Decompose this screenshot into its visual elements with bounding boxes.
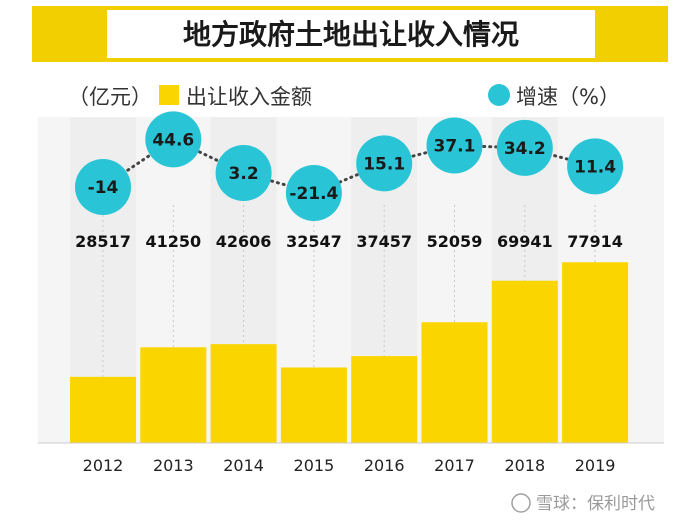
bar-value-label: 37457 — [356, 232, 412, 251]
legend-growth-marker — [488, 84, 510, 106]
bar — [491, 280, 558, 443]
x-tick-label: 2013 — [153, 456, 194, 475]
growth-marker — [356, 135, 413, 192]
legend-growth-name: 增速 — [516, 85, 558, 109]
snowball-logo-icon — [511, 493, 531, 513]
legend: （亿元） 出让收入金额 增速 （%） — [68, 84, 620, 109]
chart-title: 地方政府土地出让收入情况 — [183, 18, 519, 51]
bar-value-label: 77914 — [567, 232, 623, 251]
bar-value-label: 69941 — [497, 232, 553, 251]
legend-bar-name: 出让收入金额 — [186, 85, 312, 109]
bars — [70, 262, 629, 443]
x-tick-label: 2017 — [434, 456, 475, 475]
growth-value-label: 34.2 — [504, 139, 546, 159]
growth-value-label: 3.2 — [229, 164, 259, 184]
bar-value-label: 52059 — [427, 232, 483, 251]
watermark: 雪球：保利时代 — [511, 493, 655, 514]
bar-value-label: 41250 — [145, 232, 201, 251]
bar-value-label: 42606 — [216, 232, 272, 251]
growth-value-label: 44.6 — [152, 130, 194, 150]
growth-value-label: 11.4 — [574, 157, 616, 177]
bar — [562, 262, 629, 443]
x-tick-label: 2012 — [83, 456, 124, 475]
bar — [280, 367, 347, 443]
bar — [140, 347, 207, 443]
x-tick-label: 2018 — [504, 456, 545, 475]
bar — [421, 322, 488, 443]
value-labels: 28517 41250 42606 32547 37457 52059 69941 77914 — [75, 232, 623, 251]
watermark-text: 雪球：保利时代 — [536, 494, 655, 514]
growth-marker — [215, 145, 272, 202]
x-tick-label: 2016 — [364, 456, 405, 475]
bar-value-label: 28517 — [75, 232, 131, 251]
growth-value-label: -21.4 — [289, 184, 338, 204]
x-tick-label: 2019 — [575, 456, 616, 475]
title-box — [107, 10, 595, 58]
growth-marker — [285, 165, 342, 222]
legend-growth-unit: （%） — [558, 85, 620, 109]
growth-marker — [145, 111, 202, 168]
growth-markers: -14 44.6 3.2 -21.4 15.1 37.1 34.2 11.4 — [75, 111, 624, 222]
x-tick-label: 2015 — [294, 456, 335, 475]
growth-marker — [496, 119, 553, 176]
x-ticks: 2012 2013 2014 2015 2016 2017 2018 2019 — [83, 456, 616, 475]
legend-bar-unit: （亿元） — [68, 85, 152, 109]
bar — [210, 344, 277, 443]
growth-marker — [426, 117, 483, 174]
growth-marker — [75, 159, 131, 215]
growth-value-label: 37.1 — [434, 136, 476, 156]
growth-value-label: -14 — [88, 178, 119, 198]
growth-marker — [567, 138, 624, 195]
growth-value-label: 15.1 — [363, 154, 405, 174]
bar — [351, 356, 418, 443]
bar — [70, 376, 136, 443]
legend-bar-swatch — [159, 85, 179, 105]
x-tick-label: 2014 — [223, 456, 264, 475]
bar-value-label: 32547 — [286, 232, 342, 251]
